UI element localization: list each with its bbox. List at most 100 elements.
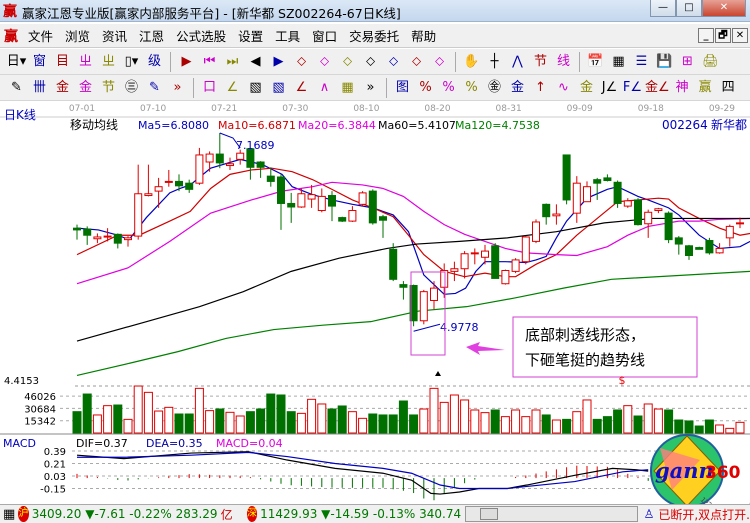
line-icon[interactable]: ⋀ [512,54,523,69]
menu-trade[interactable]: 交易委托 [349,29,400,44]
level-icon[interactable]: 级 [147,54,161,69]
menu-window[interactable]: 窗口 [312,29,338,44]
tool-icon[interactable]: ∿ [558,80,569,95]
flag-icon[interactable]: ▶ [181,54,192,69]
window-icon[interactable]: 窗 [32,54,46,69]
low-price-label: 4.9778 [440,321,479,334]
mdi-close-button[interactable]: ✕ [732,28,748,43]
calculator-icon[interactable]: ▦ [612,54,625,69]
tool-icon[interactable]: 节 [101,80,115,95]
scrollbar-thumb[interactable] [480,508,499,520]
festival-icon[interactable]: 节 [533,54,547,69]
tool-icon[interactable]: ∠ [295,80,308,95]
high-marker-line [219,132,241,149]
diamond-icon[interactable]: ⬦ [319,54,330,69]
tool-icon[interactable]: ✎ [149,80,160,95]
chart-icon[interactable]: ㄓ [78,54,92,69]
first-icon[interactable]: ⏮ [203,54,216,69]
tool-icon[interactable]: » [366,80,375,95]
tool-icon[interactable]: ↑ [535,80,546,95]
calculator-icon[interactable]: ▦ [3,506,16,522]
tool-icon[interactable]: % [419,80,432,95]
trend-icon[interactable]: 线 [556,54,570,69]
tool-icon[interactable]: J∠ [601,80,618,95]
diamond-icon[interactable]: ⬦ [342,54,353,69]
tool-icon[interactable]: % [465,80,478,95]
volume-bar [164,406,174,434]
tool-icon[interactable]: ▧ [249,80,262,95]
ma-label-1: Ma10=6.6871 [218,119,296,132]
volume-bar [256,408,266,434]
maximize-button[interactable]: □ [676,0,702,17]
tool-icon[interactable]: ∠ [226,80,239,95]
tool-icon[interactable]: » [173,80,182,95]
volume-bar [235,415,245,434]
dea-line [77,451,649,490]
diamond-icon[interactable]: ⬦ [434,54,445,69]
menu-gann[interactable]: 江恩 [139,29,165,44]
tool-icon[interactable]: ㊂ [124,80,138,95]
tool-icon[interactable]: 赢 [698,80,712,95]
mdi-restore-button[interactable]: 🗗 [715,28,731,43]
calendar-icon[interactable]: 📅 [587,54,604,69]
horizontal-scrollbar[interactable] [465,506,638,522]
tool-icon[interactable]: % [442,80,455,95]
right-icon[interactable]: ▶ [273,54,284,69]
period-icon[interactable]: 日▾ [6,54,27,69]
tool-icon[interactable]: 四 [721,80,735,95]
toolbar-separator [455,51,456,72]
diamond-icon[interactable]: ⬦ [388,54,399,69]
tool-icon[interactable]: 神 [675,80,689,95]
candle-type-icon[interactable]: ▯▾ [124,54,139,69]
tool-icon[interactable]: 金 [579,80,593,95]
menu-browse[interactable]: 浏览 [65,29,91,44]
menu-settings[interactable]: 设置 [238,29,264,44]
menu-file[interactable]: 文件 [28,29,54,44]
diamond-icon[interactable]: ⬦ [296,54,307,69]
crosshair-icon[interactable]: ┼ [490,54,499,69]
tool-icon[interactable]: 金 [55,80,69,95]
last-icon[interactable]: ⏭ [226,54,239,69]
ma-label-0: Ma5=6.8080 [138,119,209,132]
network-icon[interactable]: ⊞ [682,54,693,69]
tool-icon[interactable]: 卌 [32,80,46,95]
kline-chart[interactable]: 日K线 07-01 07-10 07-21 07-30 08-10 08-20 08-31 09… [0,101,750,504]
tool-icon[interactable]: 金 [510,80,524,95]
hand-icon[interactable]: ✋ [463,54,480,69]
menu-formula[interactable]: 公式选股 [176,29,227,44]
tool-icon[interactable]: 图 [395,80,409,95]
menu-tools[interactable]: 工具 [275,29,301,44]
diamond-icon[interactable]: ⬦ [411,54,422,69]
tool-icon[interactable]: 口 [202,80,216,95]
tool-icon[interactable]: ✎ [11,80,22,95]
menu-help[interactable]: 帮助 [411,29,437,44]
tool-icon[interactable]: F∠ [622,80,643,95]
menu-logo[interactable]: 赢 [4,28,18,45]
volume-bar [592,418,602,434]
mdi-minimize-button[interactable]: _ [698,28,714,43]
connection-status[interactable]: 已断开,双点打开. [658,507,750,522]
close-button[interactable]: ✕ [702,0,746,17]
left-icon[interactable]: ◀ [250,54,261,69]
annotation-line-2: 下砸笔挺的趋势线 [525,351,645,369]
tool-icon[interactable]: 金∠ [645,80,670,95]
list-icon[interactable]: 目 [55,54,69,69]
ma120-line [76,270,750,377]
tool-icon[interactable]: ∧ [319,80,330,95]
tool-icon[interactable]: ▦ [341,80,354,95]
macd-tick-label: 0.21 [44,460,66,471]
minimize-button[interactable]: — [650,0,676,17]
candle-body [124,237,132,241]
volume-bar [521,416,531,434]
chart-icon[interactable]: ㄓ [101,54,115,69]
print-icon[interactable]: 🖨 [702,54,719,69]
annotation-line-1: 底部刺透线形态， [525,326,645,344]
save-icon[interactable]: 💾 [656,54,673,69]
macd-tick-label: -0.15 [40,485,66,496]
menu-info[interactable]: 资讯 [102,29,128,44]
diamond-icon[interactable]: ⬦ [365,54,376,69]
notes-icon[interactable]: ☰ [635,54,648,69]
tool-icon[interactable]: ▧ [272,80,285,95]
tool-icon[interactable]: ㊎ [487,80,501,95]
tool-icon[interactable]: 金 [78,80,92,95]
